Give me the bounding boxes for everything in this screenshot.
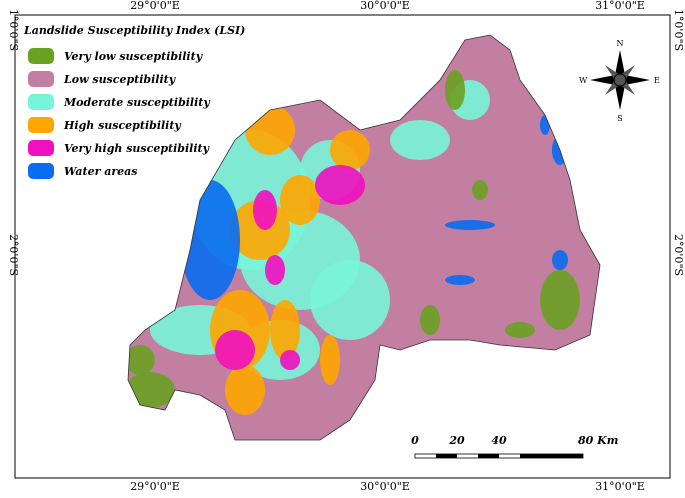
lon-label: 29°0'0"E — [130, 0, 180, 12]
legend-swatch — [28, 140, 54, 156]
susceptibility-patch — [540, 115, 550, 135]
susceptibility-patch — [253, 190, 277, 230]
scale-bar: 0 20 40 80 Km — [411, 434, 618, 459]
compass-s: S — [617, 114, 622, 123]
legend-swatch — [28, 71, 54, 87]
susceptibility-patch — [552, 250, 568, 270]
susceptibility-patch — [128, 345, 155, 375]
map-frame — [14, 14, 671, 479]
susceptibility-patch — [420, 305, 440, 335]
susceptibility-patch — [180, 180, 240, 300]
susceptibility-patch — [320, 335, 340, 385]
susceptibility-map — [128, 35, 600, 440]
lon-label: 30°0'0"E — [360, 480, 410, 493]
susceptibility-patch — [310, 260, 390, 340]
susceptibility-patch — [225, 365, 265, 415]
legend-label: Moderate susceptibility — [63, 96, 211, 109]
susceptibility-patch — [445, 70, 465, 110]
susceptibility-patch — [315, 165, 365, 205]
susceptibility-patch — [445, 275, 475, 285]
legend-swatch — [28, 117, 54, 133]
scale-label: 40 — [491, 434, 507, 447]
legend-label: High susceptibility — [63, 119, 182, 132]
legend-swatch — [28, 163, 54, 179]
legend-label: Very low susceptibility — [64, 50, 204, 63]
susceptibility-patch — [410, 345, 430, 355]
legend: Very low susceptibility Low susceptibilit… — [28, 48, 211, 179]
legend-label: Low susceptibility — [63, 73, 177, 86]
susceptibility-patch — [505, 322, 535, 338]
susceptibility-patch — [270, 300, 300, 360]
lat-label: 1°0'0"S — [672, 9, 685, 51]
susceptibility-patch — [330, 130, 370, 170]
legend-swatch — [28, 94, 54, 110]
lon-label: 31°0'0"E — [595, 480, 645, 493]
compass-n: N — [617, 39, 624, 48]
scale-label: 20 — [448, 434, 465, 447]
compass: N S E W — [579, 39, 660, 123]
susceptibility-patch — [540, 270, 580, 330]
lon-label: 29°0'0"E — [130, 480, 180, 493]
lat-label: 2°0'0"S — [672, 234, 685, 276]
susceptibility-patch — [245, 105, 295, 155]
lon-label: 31°0'0"E — [595, 0, 645, 12]
legend-swatch — [28, 48, 54, 64]
susceptibility-patch — [445, 220, 495, 230]
scale-label: 80 Km — [578, 434, 618, 447]
susceptibility-patch — [390, 120, 450, 160]
low-zone — [128, 35, 600, 440]
lon-label: 30°0'0"E — [360, 0, 410, 12]
compass-w: W — [579, 76, 588, 85]
susceptibility-patch — [472, 180, 488, 200]
compass-e: E — [654, 76, 660, 85]
legend-title: Landslide Susceptibility Index (LSI) — [23, 24, 245, 37]
country-outline — [127, 34, 601, 441]
lat-label: 1°0'0"S — [7, 9, 20, 51]
susceptibility-patch — [215, 330, 255, 370]
susceptibility-patch — [280, 175, 320, 225]
legend-label: Water areas — [64, 165, 137, 178]
scale-label: 0 — [411, 434, 419, 447]
lat-label: 2°0'0"S — [7, 234, 20, 276]
legend-label: Very high susceptibility — [64, 142, 211, 155]
susceptibility-patch — [265, 255, 285, 285]
susceptibility-patch — [280, 350, 300, 370]
